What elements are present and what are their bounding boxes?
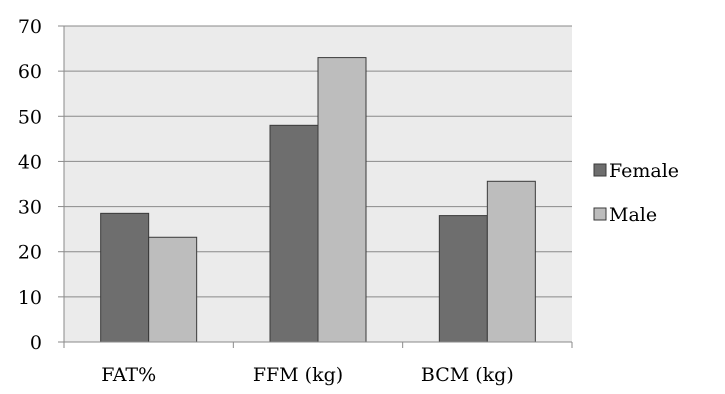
y-tick-label: 0 [30, 332, 42, 354]
y-tick-label: 20 [18, 242, 42, 264]
x-category-label: FAT% [101, 364, 156, 386]
x-category-labels: FAT% FFM (kg) BCM (kg) [101, 364, 514, 386]
x-category-label: FFM (kg) [253, 364, 343, 386]
legend-label-male: Male [609, 204, 657, 226]
legend-label-female: Female [609, 160, 679, 182]
legend-swatch-male [593, 207, 607, 221]
legend: Female Male [593, 160, 679, 226]
axes [63, 26, 573, 348]
y-tick-label: 50 [18, 106, 42, 128]
y-tick-label: 30 [18, 197, 42, 219]
y-tick-label: 60 [18, 61, 42, 83]
bar-female-3 [438, 215, 488, 343]
bar-male-1 [148, 236, 198, 343]
y-tick-labels: 0 10 20 30 40 50 60 70 [18, 16, 42, 354]
x-category-label: BCM (kg) [421, 364, 514, 386]
bars [100, 57, 536, 343]
bar-male-2 [317, 57, 367, 343]
bar-male-3 [486, 180, 536, 343]
bar-female-1 [100, 212, 150, 343]
legend-swatch-female [593, 163, 607, 177]
y-tick-label: 10 [18, 287, 42, 309]
bar-female-2 [269, 124, 319, 343]
y-tick-label: 70 [18, 16, 42, 38]
y-tick-label: 40 [18, 151, 42, 173]
